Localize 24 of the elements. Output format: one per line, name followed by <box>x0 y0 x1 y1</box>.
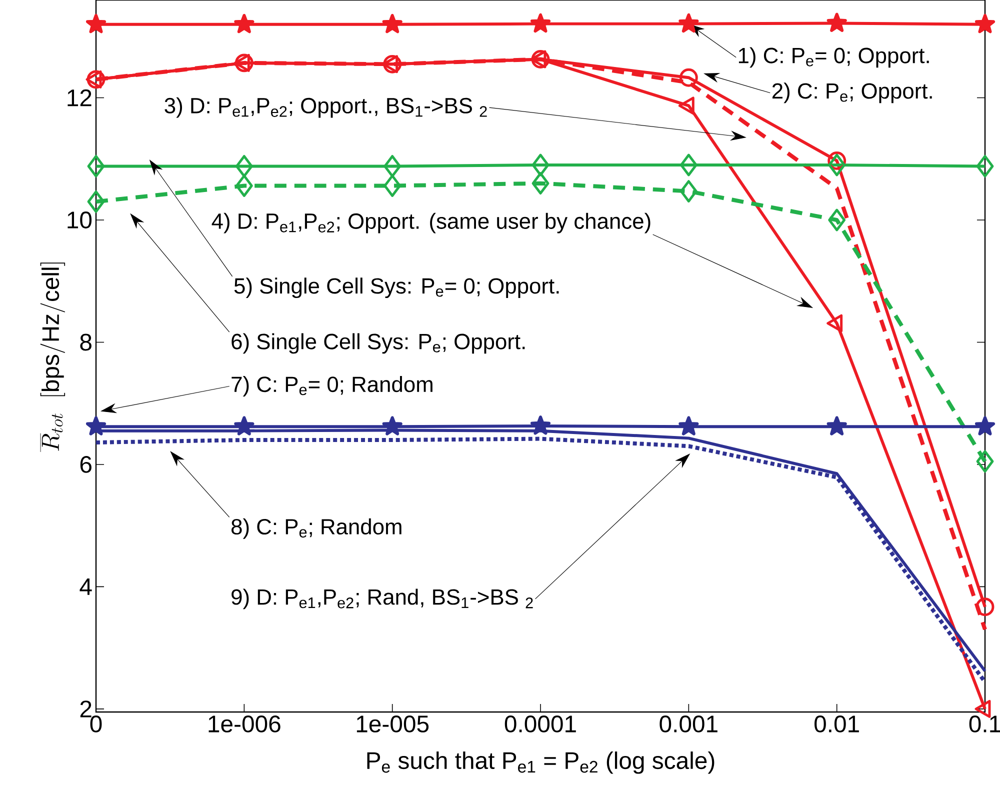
annotation: 9) D: P$_{e1}$,P$_{e2}$; Rand, BS$_{1}$->BS $_{2}$ <box>232 588 533 610</box>
annotation: 3) D: P$_{e1}$,P$_{e2}$; Opport., BS$_{1}$->BS $_{2}$ <box>164 97 487 118</box>
y-axis-title: $\overline{R}_{tot}\;\;[\mathrm{bps/Hz/cell}]$ <box>40 262 66 452</box>
x-tick-label: 0.0001 <box>504 716 576 732</box>
x-tick-label: 0.1 <box>969 716 1000 732</box>
x-tick-label: 0.01 <box>814 716 859 732</box>
x-tick-label: 0 <box>90 716 102 732</box>
annotation: 2) C: P$_{e}$; Opport. <box>772 82 932 104</box>
annotation: 7) C: P$_{e}$= 0; Random <box>232 376 432 396</box>
x-tick-label: 1e-005 <box>356 716 429 732</box>
annotation: 4) D: P$_{e1}$,P$_{e2}$; Opport. (same user by chance) <box>212 212 650 234</box>
y-tick-label: 6 <box>80 456 92 473</box>
y-tick-label: 4 <box>80 578 92 595</box>
y-tick-label: 2 <box>80 700 92 718</box>
annotation: 5) Single Cell Sys: P$_{e}$= 0; Opport. <box>234 278 559 298</box>
x-tick-label: 1e-006 <box>208 716 280 732</box>
y-tick-label: 8 <box>80 334 92 351</box>
annotation: 6) Single Cell Sys: P$_{e}$; Opport. <box>232 333 525 354</box>
annotation: 1) C: P$_{e}$= 0; Opport. <box>738 47 929 68</box>
y-tick-label: 12 <box>68 89 92 106</box>
x-tick-label: 0.001 <box>660 716 718 732</box>
x-axis-title: P$_{e}$ such that P$_{e1}$ = P$_{e2}$ (log scale) <box>367 752 714 774</box>
y-tick-label: 10 <box>68 212 92 228</box>
annotation: 8) C: P$_{e}$; Random <box>232 518 402 539</box>
